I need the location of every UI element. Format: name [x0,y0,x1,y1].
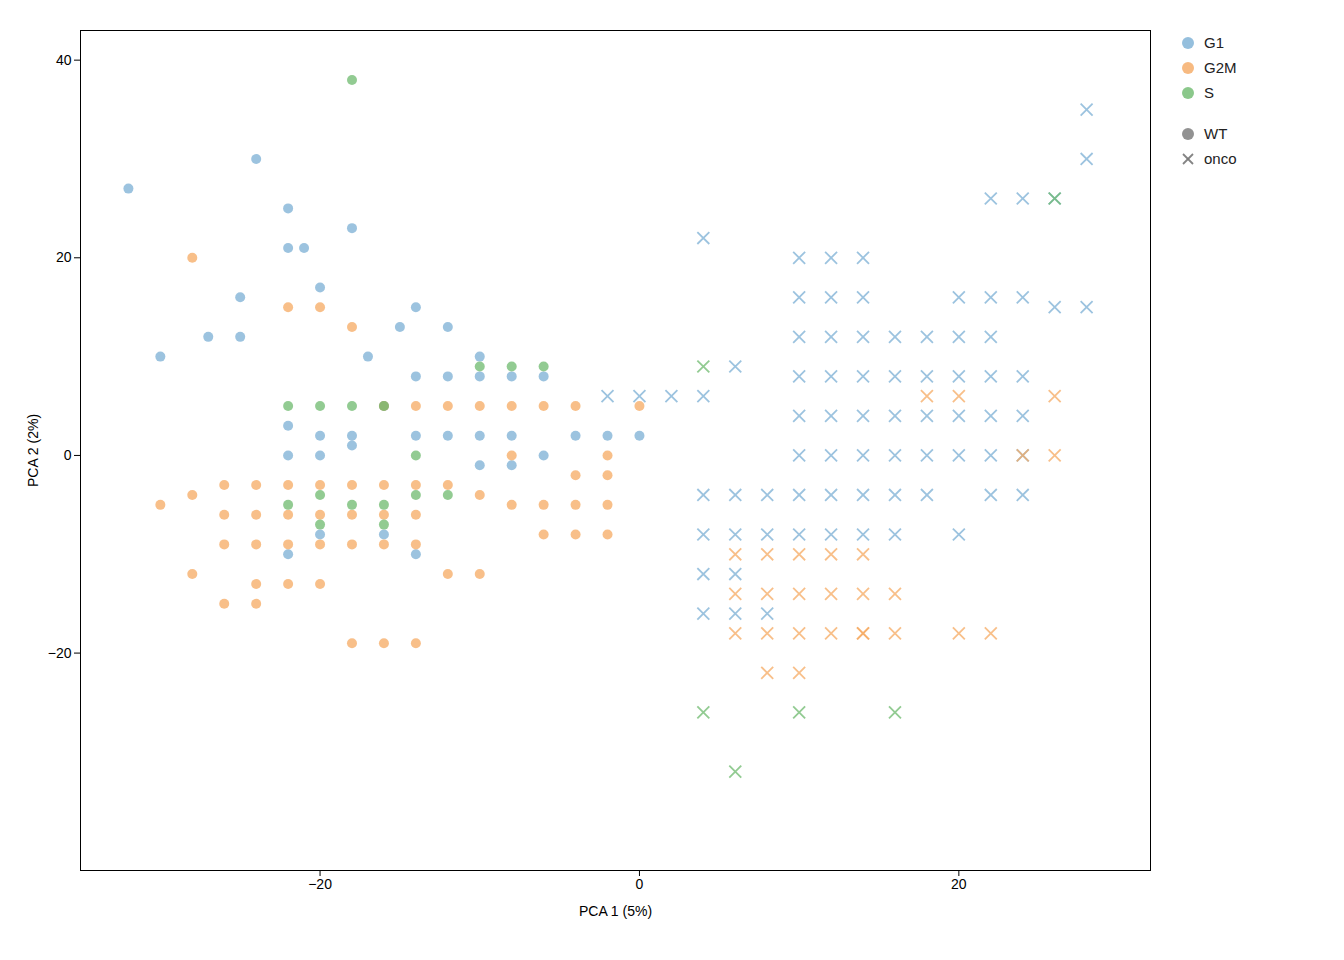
html-text:G1: G1 [1204,34,1224,51]
html-text:G2M: G2M [1204,59,1237,76]
svg-text:40: 40 [56,52,72,68]
svg-text:20: 20 [56,249,72,265]
svg-text:−20: −20 [48,645,72,661]
svg-text:PCA 1 (5%): PCA 1 (5%) [579,903,652,919]
html-text:S: S [1204,84,1214,101]
svg-text:0: 0 [636,876,644,892]
svg-text:−20: −20 [308,876,332,892]
svg-text:PCA 2 (2%): PCA 2 (2%) [25,414,41,487]
svg-text:0: 0 [64,447,72,463]
svg-text:20: 20 [951,876,967,892]
html-text:WT: WT [1204,125,1228,142]
html-text:onco: onco [1204,150,1237,167]
